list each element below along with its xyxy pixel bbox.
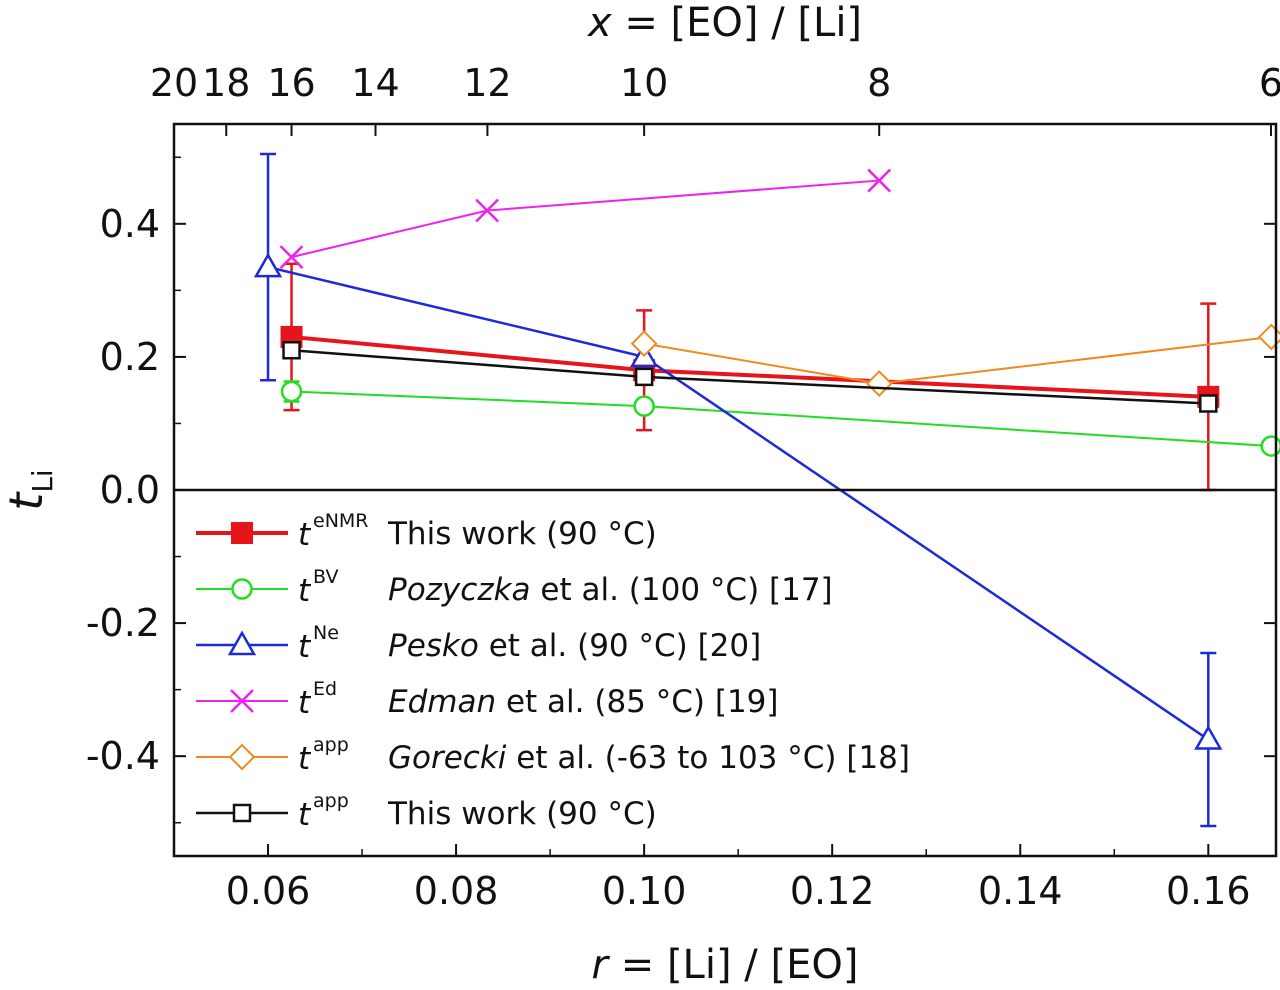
top-axis-title: x = [EO] / [Li] <box>586 0 862 46</box>
data-point-tapp-thiswork <box>282 341 301 360</box>
legend-entry-tEd: t Ed Edman et al. (85 °C) [19] <box>196 678 779 721</box>
data-point-tBV <box>1260 435 1280 457</box>
legend-label: Gorecki et al. (-63 to 103 °C) [18] <box>388 740 910 776</box>
legend-label: This work (90 °C) <box>387 516 657 552</box>
y-tick-label: 0.0 <box>100 468 160 512</box>
data-point-tNe <box>253 252 283 278</box>
x-tick-label: 0.14 <box>978 869 1063 913</box>
legend-entry-tapp-thiswork: t app This work (90 °C) <box>196 790 657 833</box>
legend-symbol: t <box>298 741 312 777</box>
legend-label: Pesko et al. (90 °C) [20] <box>388 628 761 664</box>
legend-label-author: Edman <box>388 684 496 720</box>
legend-marker <box>231 522 253 544</box>
y-tick-label: 0.2 <box>100 335 160 379</box>
legend-symbol: t <box>298 797 312 833</box>
x-tick-label: 0.10 <box>602 869 687 913</box>
top-tick-label: 6 <box>1259 61 1280 105</box>
legend-marker <box>227 630 257 656</box>
legend-label-rest: et al. (-63 to 103 °C) [18] <box>506 740 910 776</box>
legend-superscript: eNMR <box>313 510 369 532</box>
legend-superscript: BV <box>313 566 338 588</box>
legend-superscript: app <box>313 734 349 756</box>
legend-label-author: Gorecki <box>388 740 507 776</box>
legend-label: Edman et al. (85 °C) [19] <box>388 684 779 720</box>
y-axis-title-sub: Li <box>26 469 59 492</box>
y-tick-label: -0.2 <box>86 601 160 645</box>
legend-label-rest: This work (90 °C) <box>387 796 657 832</box>
legend-label: This work (90 °C) <box>387 796 657 832</box>
top-tick-label: 18 <box>202 61 250 105</box>
legend-symbol: t <box>298 573 312 609</box>
legend-label-rest: et al. (85 °C) [19] <box>496 684 778 720</box>
top-tick-label: 20 <box>150 61 198 105</box>
legend-superscript: app <box>313 790 349 812</box>
data-point-tapp-thiswork <box>1199 394 1218 413</box>
legend-entry-tENMR: t eNMR This work (90 °C) <box>196 510 657 553</box>
top-tick-label: 8 <box>867 61 891 105</box>
legend-marker <box>228 743 256 771</box>
x-axis-title: r = [Li] / [EO] <box>592 942 859 986</box>
data-point-tNe <box>1194 725 1223 750</box>
y-axis-title-var: t <box>0 491 53 511</box>
data-point-tapp-gorecki <box>630 330 658 358</box>
x-tick-label: 0.12 <box>790 869 875 913</box>
top-tick-label: 16 <box>267 61 315 105</box>
legend-entry-tapp-gorecki: t app Gorecki et al. (-63 to 103 °C) [18] <box>196 734 910 777</box>
y-tick-label: -0.4 <box>86 734 160 778</box>
legend-superscript: Ed <box>313 678 337 700</box>
data-point-tEd <box>475 198 499 223</box>
legend-marker <box>231 578 253 600</box>
x-axis-title-rest: = [Li] / [EO] <box>608 942 858 986</box>
top-axis-title-var: x <box>586 0 612 46</box>
legend-symbol: t <box>298 517 312 553</box>
x-tick-label: 0.16 <box>1166 869 1251 913</box>
legend-label-rest: et al. (90 °C) [20] <box>479 628 761 664</box>
legend-label-author: Pozyczka <box>388 572 531 608</box>
data-point-tapp-thiswork <box>634 367 654 387</box>
x-axis-title-var: r <box>592 942 611 986</box>
legend-entry-tBV: t BV Pozyczka et al. (100 °C) [17] <box>196 566 833 609</box>
legend-marker <box>230 689 254 713</box>
legend-label: Pozyczka et al. (100 °C) [17] <box>388 572 833 608</box>
legend-label-rest: This work (90 °C) <box>387 516 657 552</box>
data-point-tEd <box>279 245 304 269</box>
data-point-tEd <box>867 168 892 193</box>
data-point-tapp-gorecki <box>865 370 893 397</box>
legend-entry-tNe: t Ne Pesko et al. (90 °C) [20] <box>196 622 761 665</box>
legend-superscript: Ne <box>313 622 339 644</box>
y-tick-label: 0.4 <box>100 202 160 246</box>
series-tapp-thiswork <box>282 341 1218 413</box>
top-tick-label: 14 <box>351 61 399 105</box>
legend-marker <box>232 803 252 823</box>
y-axis-title: tLi <box>0 469 59 510</box>
top-tick-label: 10 <box>620 61 668 105</box>
x-tick-label: 0.08 <box>414 869 499 913</box>
legend-label-rest: et al. (100 °C) [17] <box>531 572 833 608</box>
x-tick-label: 0.06 <box>226 869 311 913</box>
legend-label-author: Pesko <box>388 628 479 664</box>
series-tapp-gorecki <box>630 323 1280 397</box>
legend-symbol: t <box>298 629 312 665</box>
legend-symbol: t <box>298 685 312 721</box>
top-axis-title-rest: = [EO] / [Li] <box>612 0 862 46</box>
series-tEd <box>279 168 892 269</box>
data-point-tBV <box>633 395 655 417</box>
data-point-tBV <box>280 380 303 403</box>
top-tick-label: 12 <box>463 61 511 105</box>
